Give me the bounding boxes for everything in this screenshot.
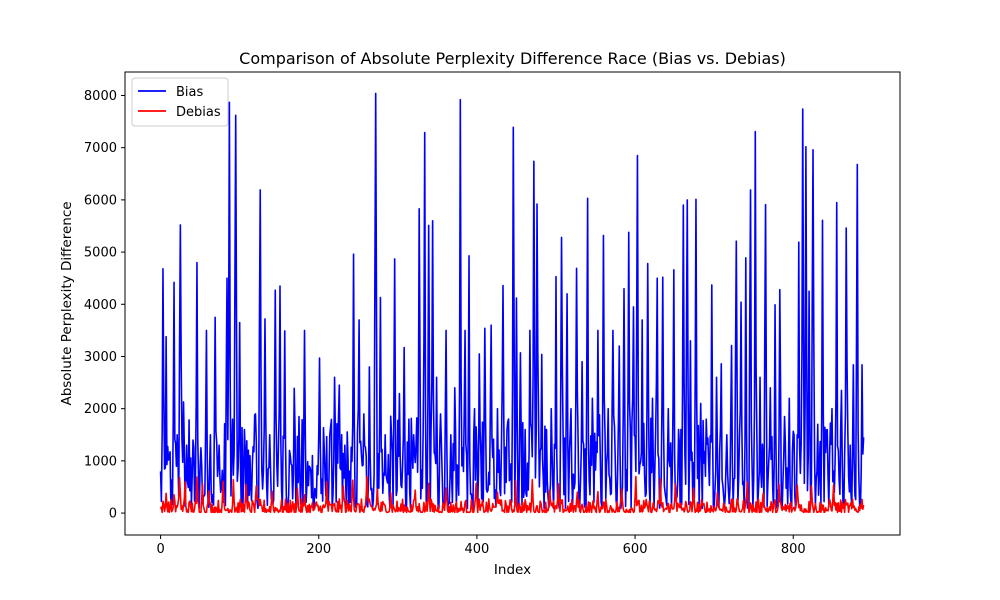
y-tick-label: 3000 xyxy=(84,350,117,365)
y-tick-label: 2000 xyxy=(84,402,117,417)
y-tick-label: 1000 xyxy=(84,454,117,469)
chart-title: Comparison of Absolute Perplexity Differ… xyxy=(239,49,786,68)
x-tick-label: 600 xyxy=(623,542,648,557)
series-line-debias xyxy=(159,475,865,514)
y-tick-label: 0 xyxy=(109,507,117,522)
x-axis-label: Index xyxy=(494,562,531,578)
y-axis-ticks: 0 1000 2000 3000 4000 5000 6000 7000 8000 xyxy=(84,89,125,522)
series-layer xyxy=(159,92,865,514)
plot-frame xyxy=(124,71,901,536)
y-tick-label: 4000 xyxy=(84,298,117,313)
y-tick-label: 6000 xyxy=(84,193,117,208)
x-tick-label: 200 xyxy=(306,542,331,557)
y-axis-label: Absolute Perplexity Difference xyxy=(59,201,75,405)
x-tick-label: 0 xyxy=(156,542,164,557)
x-axis-ticks: 0 200 400 600 800 xyxy=(156,535,806,557)
y-tick-label: 8000 xyxy=(84,89,117,104)
series-line-bias xyxy=(159,92,865,510)
legend-label-bias: Bias xyxy=(176,85,203,100)
legend: Bias Debias xyxy=(131,77,229,127)
legend-label-debias: Debias xyxy=(176,105,221,120)
y-tick-label: 5000 xyxy=(84,246,117,261)
x-tick-label: 800 xyxy=(781,542,806,557)
x-tick-label: 400 xyxy=(464,542,489,557)
legend-box xyxy=(131,77,229,127)
y-tick-label: 7000 xyxy=(84,141,117,156)
